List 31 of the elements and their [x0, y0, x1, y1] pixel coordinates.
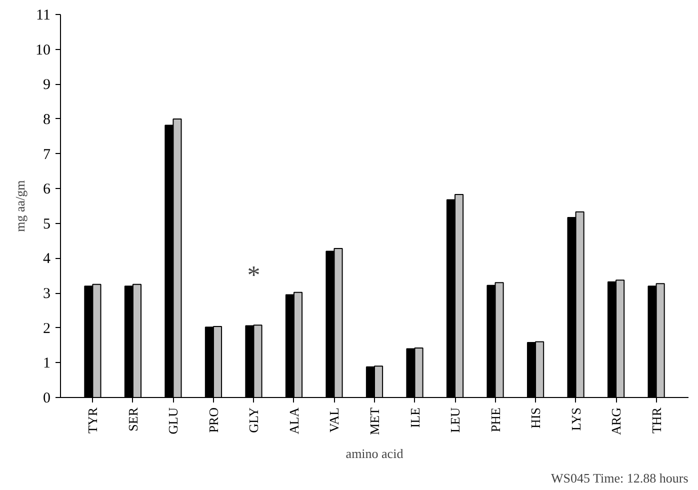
- y-tick-label: 6: [43, 182, 51, 198]
- y-tick-label: 11: [36, 8, 51, 24]
- x-axis-title: amino acid: [346, 446, 404, 461]
- y-tick-label: 10: [36, 42, 50, 58]
- x-tick-label: HIS: [528, 407, 544, 428]
- y-axis-title: mg aa/gm: [12, 180, 28, 232]
- x-tick-label: VAL: [326, 407, 342, 433]
- x-tick-label: PHE: [488, 407, 503, 432]
- x-tick-label: ARG: [608, 407, 624, 435]
- x-tick-label: LYS: [568, 407, 584, 431]
- y-tick-label: 4: [43, 251, 51, 268]
- x-tick-label: SER: [125, 407, 140, 432]
- x-tick-label: TYR: [85, 407, 100, 434]
- y-tick-label: 1: [43, 356, 50, 372]
- y-tick-label: 8: [43, 112, 50, 128]
- annotation: *: [247, 260, 260, 290]
- x-tick-label: GLY: [246, 406, 262, 433]
- x-tick-label: MET: [367, 407, 382, 435]
- y-tick-label: 9: [43, 77, 50, 94]
- y-tick-label: 5: [43, 216, 50, 232]
- y-tick-label: 0: [43, 390, 50, 406]
- x-tick-label: ILE: [407, 407, 422, 428]
- x-tick-label: ALA: [286, 406, 302, 434]
- x-tick-label: GLU: [166, 406, 181, 434]
- x-tick-label: THR: [648, 407, 664, 434]
- y-tick-label: 2: [43, 320, 50, 337]
- y-tick-label: 3: [43, 286, 50, 302]
- x-tick-label: PRO: [206, 407, 221, 433]
- x-tick-label: LEU: [448, 406, 463, 433]
- text: WS045 Time: 12.88 hours: [551, 470, 688, 486]
- y-tick-label: 7: [43, 146, 51, 163]
